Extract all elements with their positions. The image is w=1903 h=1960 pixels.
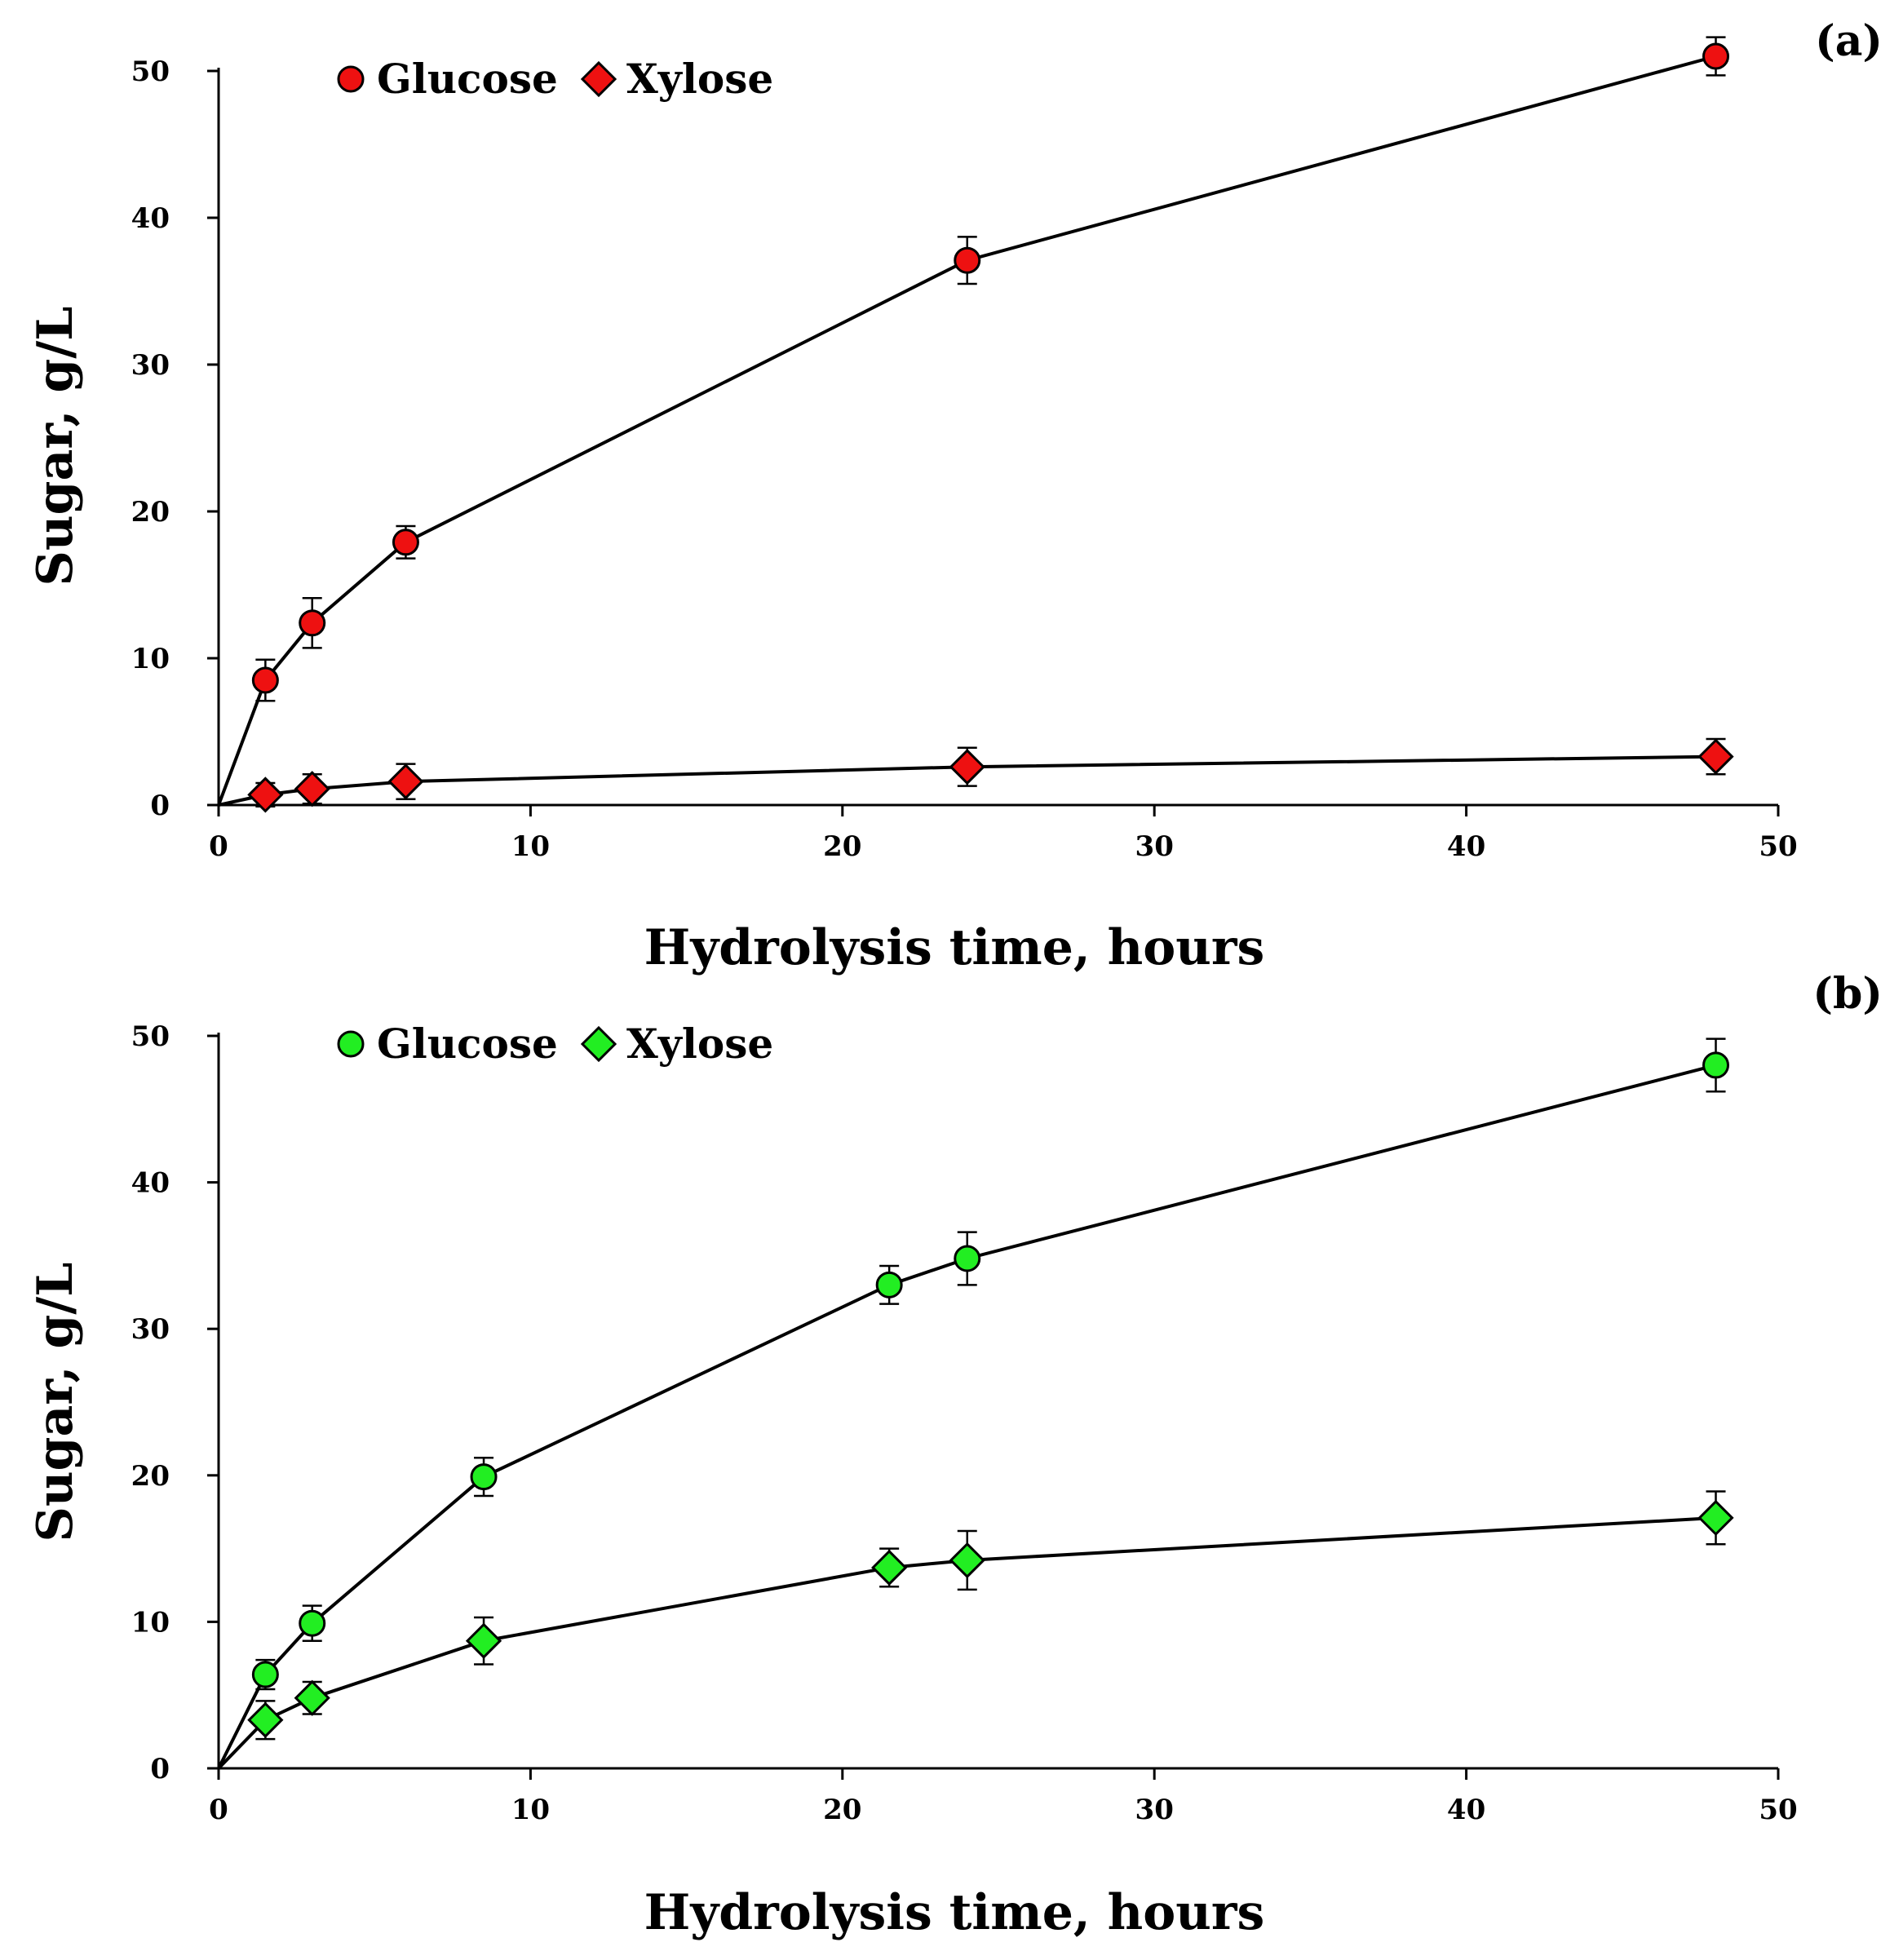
panel-b-glucose-point <box>299 1609 326 1637</box>
panel-a-x-tick-label: 40 <box>1447 830 1485 863</box>
panel-a-y-tick-label: 20 <box>131 496 170 529</box>
panel-a-y-tick-label: 0 <box>150 790 170 822</box>
legend-xylose-label: Xylose <box>626 1020 773 1068</box>
panel-b-y-axis-title: Sugar, g/L <box>27 1263 84 1542</box>
panel-b-x-tick-label: 0 <box>209 1794 228 1826</box>
panel-a-xylose-point <box>949 749 985 785</box>
panel-b-x-tick-label: 40 <box>1447 1794 1485 1826</box>
panel-a-xylose-series <box>218 737 1734 813</box>
panel-b-xylose-point <box>1697 1499 1734 1537</box>
panel-a-glucose-point <box>392 529 419 556</box>
panel-b-y-tick-label: 40 <box>131 1167 170 1200</box>
panel-a-xylose-point <box>387 763 424 800</box>
panel-b-legend-xylose: Xylose <box>580 1020 773 1068</box>
panel-b-xylose-series <box>217 1490 1734 1770</box>
panel-a-glucose-point <box>954 246 981 274</box>
panel-a-y-axis-title: Sugar, g/L <box>27 307 84 586</box>
panel-b-glucose-point <box>875 1271 903 1299</box>
panel-b-y-tick-label: 30 <box>131 1313 170 1346</box>
panel-a-x-tick-label: 30 <box>1135 830 1174 863</box>
panel-b-y-tick-label: 50 <box>131 1020 170 1053</box>
legend-xylose-label: Xylose <box>626 55 773 103</box>
panel-b-xylose-point <box>465 1622 502 1659</box>
panel-a: (a) Sugar, g/L Hydrolysis time, hours 0 1… <box>27 16 1883 976</box>
legend-xylose-marker <box>580 60 617 98</box>
panel-b-x-tick-label: 20 <box>823 1794 861 1826</box>
panel-a-x-tick-label: 10 <box>511 830 550 863</box>
panel-b-glucose-point <box>470 1463 498 1491</box>
panel-b-glucose-point <box>954 1245 981 1272</box>
panel-b-xylose-point <box>871 1549 908 1586</box>
panel-a-xylose-point <box>1697 738 1734 775</box>
panel-a-legend-xylose: Xylose <box>580 55 773 103</box>
panel-b-y-tick-label: 0 <box>150 1753 170 1785</box>
legend-glucose-label: Glucose <box>377 55 558 103</box>
panel-b-legend-glucose: Glucose <box>337 1020 558 1068</box>
panel-a-glucose-line <box>217 55 1717 806</box>
panel-b-x-tick-label: 10 <box>511 1794 550 1826</box>
panel-b-y-tick-label: 20 <box>131 1460 170 1493</box>
panel-a-glucose-point <box>251 666 279 694</box>
legend-xylose-marker <box>580 1025 617 1063</box>
panel-b-x-tick-label: 50 <box>1759 1794 1797 1826</box>
panel-b-xylose-point <box>247 1701 284 1738</box>
panel-a-legend-glucose: Glucose <box>337 55 558 103</box>
panel-a-xylose-point <box>294 771 330 807</box>
panel-a-xylose-point <box>247 776 284 813</box>
panel-b-xylose-point <box>949 1542 985 1579</box>
panel-b: (b) Sugar, g/L Hydrolysis time, hours 0 1… <box>27 969 1883 1941</box>
panel-a-glucose-series <box>217 36 1730 806</box>
panel-a-x-tick-label: 0 <box>209 830 228 863</box>
panel-b-glucose-point <box>1702 1051 1730 1079</box>
panel-a-y-tick-label: 10 <box>131 643 170 675</box>
panel-b-x-tick-label: 30 <box>1135 1794 1174 1826</box>
panel-b-xylose-point <box>294 1679 330 1716</box>
legend-glucose-label: Glucose <box>377 1020 558 1068</box>
legend-glucose-marker <box>337 65 365 93</box>
panel-a-x-tick-label: 50 <box>1759 830 1797 863</box>
panel-a-x-tick-label: 20 <box>823 830 861 863</box>
panel-a-glucose-point <box>299 609 326 637</box>
panel-b-label: (b) <box>1812 969 1883 1019</box>
panel-a-y-tick-label: 40 <box>131 202 170 235</box>
panel-b-glucose-point <box>251 1661 279 1688</box>
panel-b-glucose-line <box>217 1063 1717 1769</box>
panel-b-x-axis-title: Hydrolysis time, hours <box>644 1884 1265 1941</box>
panel-a-y-tick-label: 50 <box>131 55 170 88</box>
panel-a-glucose-point <box>1702 42 1730 70</box>
panel-a-label: (a) <box>1815 16 1883 66</box>
panel-a-y-tick-label: 30 <box>131 349 170 382</box>
panel-a-x-axis-title: Hydrolysis time, hours <box>644 919 1265 976</box>
panel-b-y-tick-label: 10 <box>131 1606 170 1639</box>
legend-glucose-marker <box>337 1030 365 1058</box>
panel-b-glucose-series <box>217 1038 1730 1769</box>
